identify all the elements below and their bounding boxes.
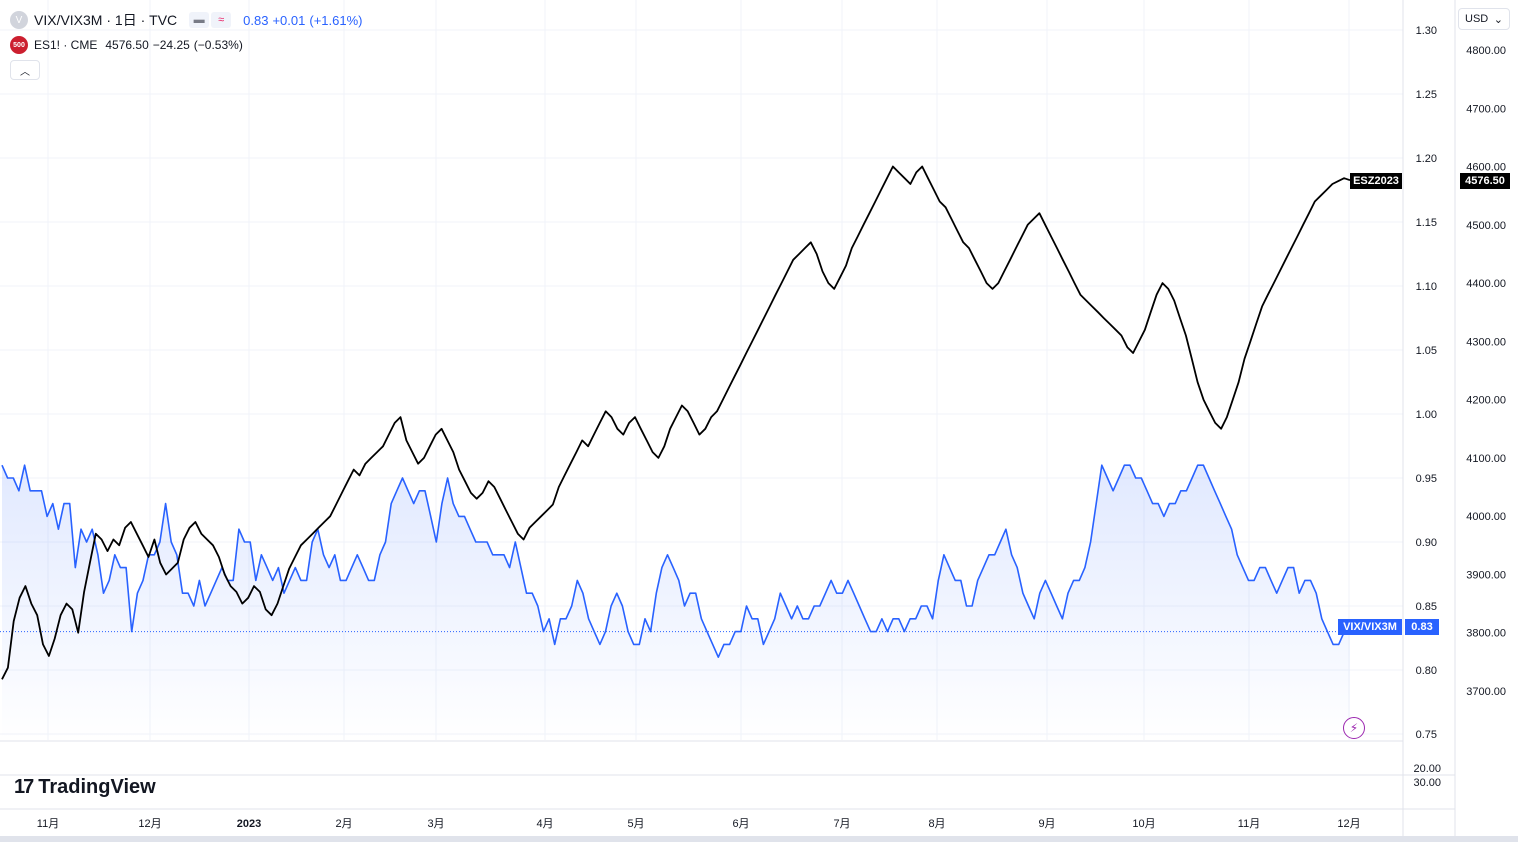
es-price-tag-text: 4576.50	[1465, 175, 1505, 187]
y-left-tick-label: 1.10	[1416, 281, 1437, 293]
chevron-down-icon: ⌄	[1493, 13, 1503, 26]
vix-area-layer	[2, 465, 1350, 740]
x-tick-label: 11月	[37, 818, 59, 830]
lower-pane-tick-label: 20.00	[1413, 763, 1441, 775]
y-left-tick-label: 0.90	[1416, 537, 1437, 549]
legend-compare-change: −24.25	[152, 38, 190, 52]
es-series-line	[1, 165, 1351, 680]
hide-icon[interactable]: ▬	[189, 12, 210, 28]
bottom-border	[0, 836, 1518, 842]
x-tick-label: 5月	[627, 818, 644, 830]
legend-main-change: +0.01	[272, 12, 306, 28]
y-left-tick-label: 1.00	[1416, 409, 1437, 421]
y-left-tick-label: 1.15	[1416, 217, 1437, 229]
x-tick-label: 2月	[335, 818, 352, 830]
y-right-tick-label: 4400.00	[1466, 278, 1506, 290]
legend-main-title[interactable]: VIX/VIX3M · 1日 · TVC	[34, 12, 178, 28]
y-right-tick-label: 3900.00	[1466, 569, 1506, 581]
x-tick-label: 8月	[928, 818, 945, 830]
legend-compare[interactable]: 500 ES1! · CME 4576.50 −24.25 (−0.53%)	[10, 36, 247, 54]
y-right-tick-label: 4200.00	[1466, 395, 1506, 407]
x-tick-label: 2023	[237, 818, 261, 830]
y-left-tick-label: 0.80	[1416, 665, 1437, 677]
x-tick-label: 3月	[427, 818, 444, 830]
tradingview-logo[interactable]: 17 TradingView	[14, 776, 156, 799]
es-symbol-icon: 500	[10, 36, 28, 54]
currency-label: USD	[1465, 13, 1489, 25]
currency-selector[interactable]: USD ⌄	[1458, 8, 1510, 30]
vix-series-label: VIX/VIX3M	[1338, 619, 1402, 635]
settings-icon[interactable]: ≈	[211, 12, 232, 28]
y-right-tick-label: 4700.00	[1466, 103, 1506, 115]
legend-compare-price: 4576.50	[105, 38, 149, 52]
y-right-tick-label: 3700.00	[1466, 686, 1506, 698]
x-tick-label: 4月	[536, 818, 553, 830]
x-tick-label: 9月	[1038, 818, 1055, 830]
y-left-tick-label: 0.85	[1416, 601, 1437, 613]
x-tick-label: 12月	[138, 818, 161, 830]
legend-main-change-pct: (+1.61%)	[309, 12, 363, 28]
es-series-label-text: ESZ2023	[1353, 175, 1399, 187]
y-left-tick-label: 1.20	[1416, 153, 1437, 165]
es-price-tag: 4576.50	[1460, 173, 1510, 189]
y-right-tick-label: 4800.00	[1466, 45, 1506, 57]
y-left-tick-label: 0.75	[1416, 729, 1437, 741]
x-tick-label: 10月	[1132, 818, 1155, 830]
y-right-tick-label: 4500.00	[1466, 220, 1506, 232]
legend-compare-title[interactable]: ES1! · CME	[34, 38, 98, 52]
y-right-tick-label: 4000.00	[1466, 511, 1506, 523]
x-tick-label: 7月	[833, 818, 850, 830]
es-series-label: ESZ2023	[1350, 173, 1402, 189]
legend-controls: ▬ ≈	[189, 12, 232, 28]
x-tick-label: 12月	[1337, 818, 1360, 830]
vix-area	[2, 465, 1350, 740]
y-right-tick-label: 3800.00	[1466, 628, 1506, 640]
logo-text: TradingView	[38, 776, 156, 798]
y-right-tick-label: 4100.00	[1466, 453, 1506, 465]
legend-compare-change-pct: (−0.53%)	[193, 38, 243, 52]
y-right-tick-label: 4300.00	[1466, 336, 1506, 348]
vix-symbol-icon: V	[10, 11, 28, 29]
lower-pane-tick-label: 30.00	[1413, 777, 1441, 789]
y-left-tick-label: 1.05	[1416, 345, 1437, 357]
logo-mark-icon: 17	[14, 776, 34, 798]
legend-main[interactable]: V VIX/VIX3M · 1日 · TVC ▬ ≈ 0.83 +0.01 (+…	[10, 10, 366, 30]
y-left-tick-label: 1.25	[1416, 89, 1437, 101]
collapse-legend-button[interactable]: ︿	[10, 60, 40, 80]
y-right-tick-label: 4600.00	[1466, 162, 1506, 174]
legend-main-price: 0.83	[243, 12, 269, 28]
series-layer	[0, 165, 1403, 680]
vix-series-label-text: VIX/VIX3M	[1343, 621, 1397, 633]
y-left-tick-label: 1.30	[1416, 25, 1437, 37]
vix-price-tag: 0.83	[1405, 619, 1439, 635]
x-tick-label: 6月	[732, 818, 749, 830]
y-left-tick-label: 0.95	[1416, 473, 1437, 485]
vix-price-tag-text: 0.83	[1411, 621, 1433, 633]
flash-icon[interactable]: ⚡	[1343, 717, 1365, 739]
x-tick-label: 11月	[1238, 818, 1260, 830]
chevron-up-icon: ︿	[20, 66, 30, 78]
